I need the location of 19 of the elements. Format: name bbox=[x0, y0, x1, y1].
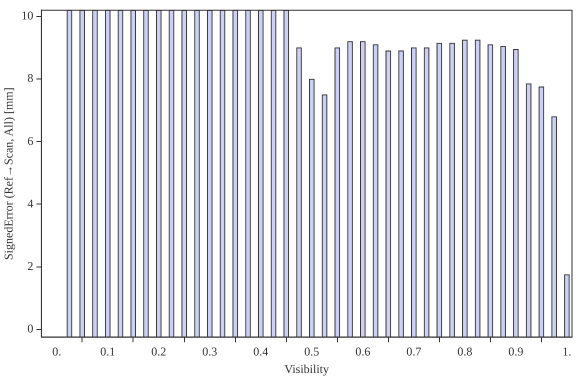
x-tick-label: 0.8 bbox=[457, 344, 472, 359]
y-tick-label: 4 bbox=[27, 196, 34, 210]
x-tick-label: 0.1 bbox=[100, 344, 116, 359]
x-tick-label: 0.2 bbox=[151, 344, 166, 359]
y-tick-label: 8 bbox=[27, 71, 34, 86]
x-tick-label: 0.3 bbox=[202, 344, 218, 359]
y-axis-title: SignedError (Ref→Scan, All) [mm] bbox=[1, 87, 16, 260]
x-axis-title: Visibility bbox=[284, 362, 330, 376]
y-tick-label: 0 bbox=[27, 322, 34, 336]
x-tick-label: 1. bbox=[562, 344, 572, 359]
x-tick-label: 0.5 bbox=[304, 344, 320, 359]
y-tick-label: 2 bbox=[27, 258, 34, 273]
x-tick-label: 0. bbox=[52, 344, 62, 359]
y-tick-label: 10 bbox=[21, 8, 34, 23]
x-tick-label: 0.9 bbox=[508, 344, 524, 359]
x-tick-label: 0.6 bbox=[355, 344, 370, 359]
x-tick-label: 0.4 bbox=[253, 344, 268, 359]
x-tick-label: 0.7 bbox=[406, 344, 422, 359]
y-tick-label: 6 bbox=[27, 134, 34, 148]
